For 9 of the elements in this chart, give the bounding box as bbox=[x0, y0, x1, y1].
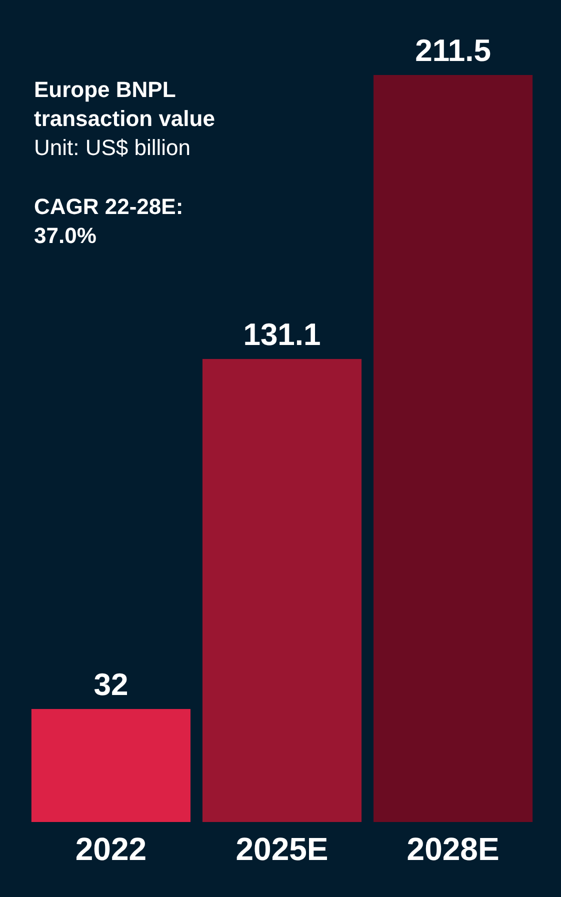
x-tick-label: 2025E bbox=[236, 831, 328, 867]
text: Unit: US$ billion bbox=[34, 135, 191, 160]
data-label: 32 bbox=[94, 666, 128, 702]
data-label: 131.1 bbox=[243, 316, 321, 352]
text: Europe BNPL transaction value bbox=[34, 77, 215, 131]
data-label: 211.5 bbox=[415, 33, 491, 68]
annotation: CAGR 22-28E: 37.0% bbox=[34, 194, 184, 248]
x-tick-label: 2028E bbox=[406, 831, 500, 867]
x-tick-label: 2022 bbox=[75, 831, 147, 867]
